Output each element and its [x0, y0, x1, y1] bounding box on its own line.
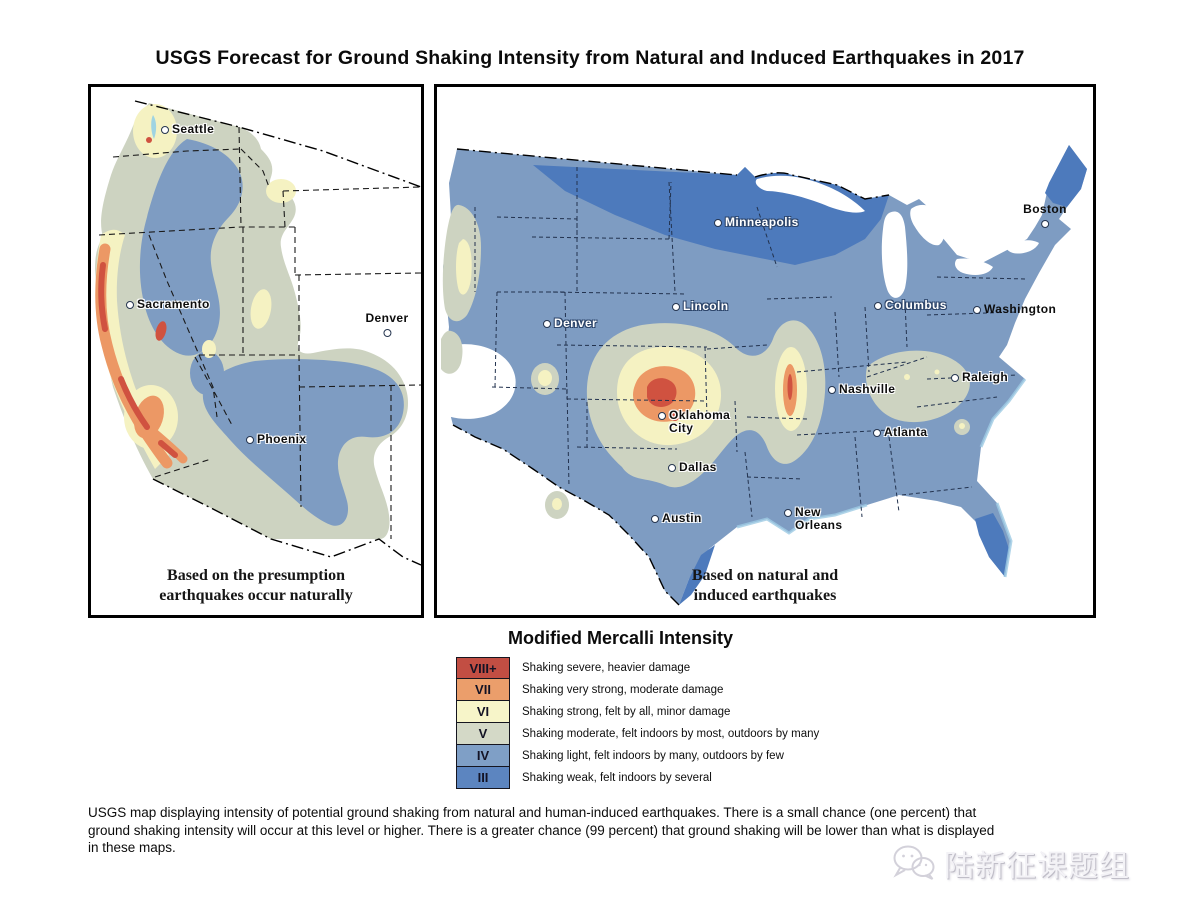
legend-rows: VIII+ Shaking severe, heavier damage VII Sh… [456, 657, 1076, 789]
legend: Modified Mercalli Intensity VIII+ Shaking… [456, 628, 1076, 789]
city-label: Minneapolis [725, 215, 799, 229]
west-map-caption-line1: Based on the presumption [167, 567, 345, 584]
figure-caption: USGS map displaying intensity of potenti… [88, 804, 1108, 857]
legend-description: Shaking severe, heavier damage [522, 662, 691, 674]
city-dot-icon [714, 219, 722, 227]
city-label: Dallas [679, 460, 717, 474]
watermark-text: 陆新征课题组 [944, 850, 1130, 883]
west-map-graphic [95, 100, 421, 566]
city-label: Seattle [172, 122, 215, 136]
figure-caption-line1: USGS map displaying intensity of potenti… [88, 805, 977, 820]
legend-row: VI Shaking strong, felt by all, minor dam… [456, 700, 1076, 723]
city-dot-icon [672, 303, 680, 311]
city-marker-raleigh: Raleigh [951, 371, 1008, 384]
legend-swatch: VIII+ [456, 657, 510, 679]
city-marker-nashville: Nashville [828, 383, 895, 396]
city-label: Denver [365, 311, 409, 325]
legend-description: Shaking strong, felt by all, minor damag… [522, 706, 731, 718]
city-dot-icon [651, 515, 659, 523]
legend-description: Shaking light, felt indoors by many, out… [522, 750, 784, 762]
legend-row: VIII+ Shaking severe, heavier damage [456, 657, 1076, 679]
city-marker-seattle: Seattle [161, 123, 214, 136]
city-dot-icon [383, 329, 391, 337]
legend-swatch: V [456, 722, 510, 745]
city-dot-icon [668, 464, 676, 472]
legend-row: III Shaking weak, felt indoors by several [456, 766, 1076, 789]
national-map-caption-line1: Based on natural and [691, 567, 839, 584]
west-map-panel: Seattle Sacramento Denver Phoenix Based on … [88, 84, 424, 618]
city-dot-icon [873, 429, 881, 437]
national-map-caption-line2: induced earthquakes [693, 587, 837, 604]
city-dot-icon [828, 386, 836, 394]
legend-swatch: VI [456, 700, 510, 723]
city-dot-icon [1040, 220, 1049, 228]
legend-row: IV Shaking light, felt indoors by many, o… [456, 744, 1076, 767]
city-dot-icon [543, 320, 551, 328]
city-marker-austin: Austin [651, 512, 702, 525]
city-label: Nashville [839, 382, 896, 396]
watermark: 陆新征课题组 [891, 841, 1130, 885]
city-label: Oklahoma City [669, 408, 731, 435]
legend-description: Shaking moderate, felt indoors by most, … [522, 728, 820, 740]
city-dot-icon [126, 301, 134, 309]
city-marker-denver: Denver [543, 317, 597, 330]
city-label: Boston [1023, 202, 1067, 216]
city-label: Denver [554, 316, 598, 330]
city-marker-sacramento: Sacramento [126, 298, 210, 311]
city-label: Sacramento [137, 297, 210, 311]
legend-description: Shaking very strong, moderate damage [522, 684, 724, 696]
city-dot-icon [973, 306, 981, 314]
city-marker-minneapolis: Minneapolis [714, 216, 799, 229]
legend-row: VII Shaking very strong, moderate damage [456, 678, 1076, 701]
national-map-graphic [437, 145, 1087, 606]
legend-row: V Shaking moderate, felt indoors by most,… [456, 722, 1076, 745]
west-map-caption: Based on the presumption earthquakes occ… [91, 566, 421, 606]
city-marker-dallas: Dallas [668, 461, 717, 474]
city-label: Phoenix [257, 432, 307, 446]
city-label: Washington [984, 302, 1057, 316]
city-dot-icon [951, 374, 959, 382]
legend-description: Shaking weak, felt indoors by several [522, 772, 712, 784]
legend-title: Modified Mercalli Intensity [508, 628, 734, 648]
city-marker-washington: Washington [973, 303, 1056, 316]
city-label: Lincoln [683, 299, 729, 313]
city-label: Columbus [885, 298, 947, 312]
city-label: Raleigh [962, 370, 1009, 384]
city-marker-columbus: Columbus [874, 299, 947, 312]
city-dot-icon [161, 126, 169, 134]
city-marker-atlanta: Atlanta [873, 426, 927, 439]
city-dot-icon [874, 302, 882, 310]
legend-swatch: VII [456, 678, 510, 701]
legend-swatch: IV [456, 744, 510, 767]
wechat-icon [893, 845, 935, 880]
city-dot-icon [246, 436, 254, 444]
national-map-panel: Minneapolis Boston Lincoln Columbus Washingt… [434, 84, 1096, 618]
city-marker-denver: Denver [365, 312, 408, 337]
city-label: Austin [662, 511, 702, 525]
city-marker-boston: Boston [1023, 203, 1067, 228]
city-label: Atlanta [884, 425, 928, 439]
city-marker-oklahoma-city: Oklahoma City [658, 409, 730, 435]
city-label: New Orleans [795, 505, 843, 532]
city-dot-icon [658, 412, 666, 420]
figure-caption-line2: ground shaking intensity will occur at t… [88, 822, 995, 838]
city-marker-lincoln: Lincoln [672, 300, 728, 313]
legend-swatch: III [456, 766, 510, 789]
city-marker-phoenix: Phoenix [246, 433, 306, 446]
west-map-caption-line2: earthquakes occur naturally [159, 587, 353, 604]
page-title: USGS Forecast for Ground Shaking Intensi… [155, 47, 1025, 69]
city-marker-new-orleans: New Orleans [784, 506, 843, 532]
figure-caption-line3: in these maps. [88, 840, 176, 855]
national-map-caption: Based on natural and induced earthquakes [437, 566, 1093, 606]
city-dot-icon [784, 509, 792, 517]
